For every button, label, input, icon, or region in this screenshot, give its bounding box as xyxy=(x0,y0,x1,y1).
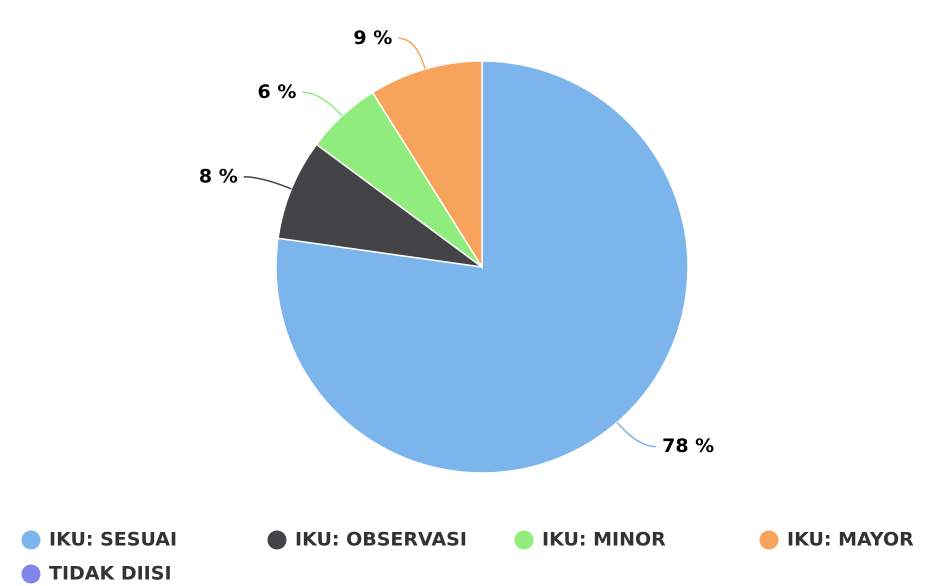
legend-marker xyxy=(759,530,779,550)
legend-label: IKU: SESUAI xyxy=(49,529,177,551)
data-label: 78 % xyxy=(662,435,714,457)
legend-marker xyxy=(21,530,41,550)
legend-label: IKU: MAYOR xyxy=(787,529,914,551)
data-label: 8 % xyxy=(199,165,238,187)
pie-slice xyxy=(277,143,483,268)
connector xyxy=(616,422,657,448)
data-label: 6 % xyxy=(258,81,297,103)
connector xyxy=(243,176,292,190)
legend-marker xyxy=(21,564,41,584)
legend-label: IKU: MINOR xyxy=(542,529,666,551)
legend-label: TIDAK DIISI xyxy=(49,563,172,585)
legend-marker xyxy=(267,530,287,550)
connector xyxy=(302,91,343,117)
legend-label: IKU: OBSERVASI xyxy=(295,529,467,551)
connector xyxy=(398,37,426,70)
data-label: 9 % xyxy=(353,27,392,49)
legend-marker xyxy=(514,530,534,550)
